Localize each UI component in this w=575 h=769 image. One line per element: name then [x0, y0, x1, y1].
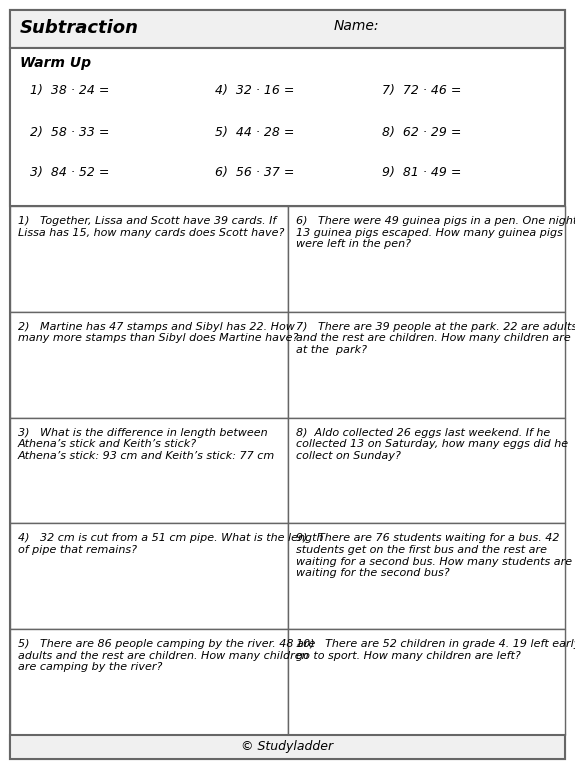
Text: 1)  38 · 24 =: 1) 38 · 24 = [30, 84, 109, 97]
Bar [288, 206, 565, 311]
Text: 6)  56 · 37 =: 6) 56 · 37 = [216, 166, 295, 179]
Bar [10, 629, 287, 735]
Text: Name:: Name: [334, 19, 379, 33]
Text: 3)   What is the difference in length between
Athena’s stick and Keith’s stick?
: 3) What is the difference in length betw… [18, 428, 275, 461]
Text: 8)  Aldo collected 26 eggs last weekend. If he
collected 13 on Saturday, how man: 8) Aldo collected 26 eggs last weekend. … [296, 428, 568, 461]
Text: 1)   Together, Lissa and Scott have 39 cards. If
Lissa has 15, how many cards do: 1) Together, Lissa and Scott have 39 car… [18, 216, 285, 238]
Bar [10, 735, 565, 759]
Bar [10, 524, 287, 629]
Text: 8)  62 · 29 =: 8) 62 · 29 = [382, 126, 461, 139]
Bar [10, 418, 287, 524]
Bar [10, 311, 287, 418]
Text: 7)   There are 39 people at the park. 22 are adults
and the rest are children. H: 7) There are 39 people at the park. 22 a… [296, 321, 575, 355]
Bar [10, 48, 565, 206]
Text: Subtraction: Subtraction [20, 19, 139, 37]
Text: 9)  81 · 49 =: 9) 81 · 49 = [382, 166, 461, 179]
Bar [288, 524, 565, 629]
Text: 2)   Martine has 47 stamps and Sibyl has 22. How
many more stamps than Sibyl doe: 2) Martine has 47 stamps and Sibyl has 2… [18, 321, 298, 344]
Text: 9)   There are 76 students waiting for a bus. 42
students get on the first bus a: 9) There are 76 students waiting for a b… [296, 534, 572, 578]
Text: 6)   There were 49 guinea pigs in a pen. One night
13 guinea pigs escaped. How m: 6) There were 49 guinea pigs in a pen. O… [296, 216, 575, 249]
Bar [10, 10, 565, 48]
Text: Warm Up: Warm Up [20, 56, 91, 70]
Text: 7)  72 · 46 =: 7) 72 · 46 = [382, 84, 461, 97]
Text: 4)   32 cm is cut from a 51 cm pipe. What is the length
of pipe that remains?: 4) 32 cm is cut from a 51 cm pipe. What … [18, 534, 324, 555]
Text: 5)  44 · 28 =: 5) 44 · 28 = [216, 126, 295, 139]
Text: 2)  58 · 33 =: 2) 58 · 33 = [30, 126, 109, 139]
Text: 10)   There are 52 children in grade 4. 19 left early to
go to sport. How many c: 10) There are 52 children in grade 4. 19… [296, 639, 575, 661]
Bar [288, 418, 565, 524]
Bar [10, 206, 287, 311]
Text: © Studyladder: © Studyladder [242, 740, 334, 753]
Text: 3)  84 · 52 =: 3) 84 · 52 = [30, 166, 109, 179]
Bar [288, 629, 565, 735]
Text: 5)   There are 86 people camping by the river. 48 are
adults and the rest are ch: 5) There are 86 people camping by the ri… [18, 639, 315, 672]
Bar [288, 311, 565, 418]
Text: 4)  32 · 16 =: 4) 32 · 16 = [216, 84, 295, 97]
